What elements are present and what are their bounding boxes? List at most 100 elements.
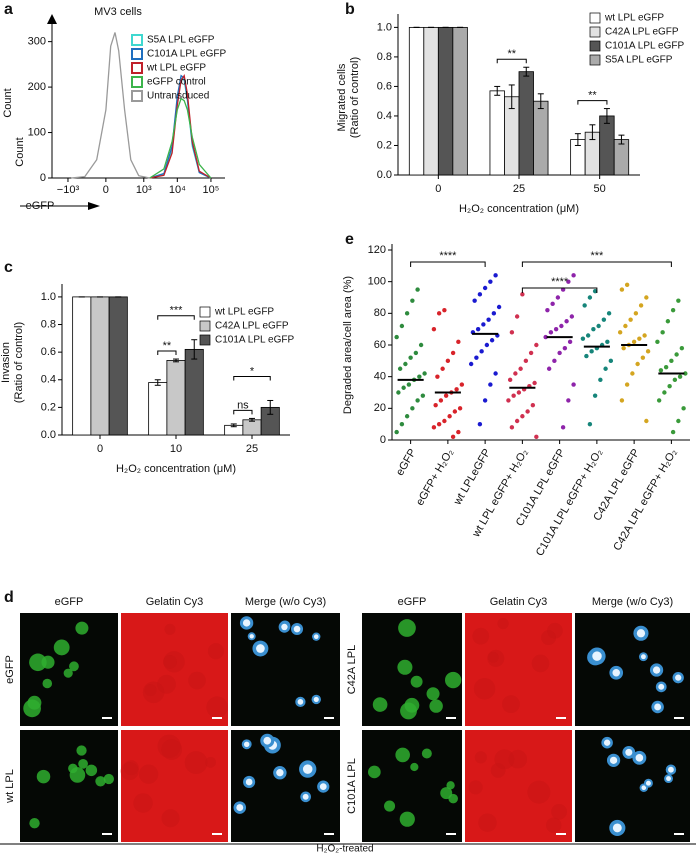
legend-swatch [131,62,143,74]
cell [410,762,419,772]
cell [429,699,443,713]
gelatin-spot [138,764,159,784]
histogram-line [149,97,212,179]
gelatin-spot [142,681,165,704]
cell [426,687,440,701]
legend-swatch [589,12,601,24]
y-tick-label: 0.4 [377,110,392,122]
gelatin-spot [547,622,563,639]
data-point [431,425,437,430]
data-point [552,358,557,364]
gelatin-spot [206,696,228,718]
x-tick-label: 10⁴ [169,184,186,196]
data-point [452,409,458,414]
data-point [619,398,625,403]
gelatin-spot [490,763,506,778]
data-point [630,371,635,376]
data-point [518,366,523,371]
data-point [394,334,399,340]
significance-bracket [233,375,271,381]
data-point [399,421,405,427]
data-point [640,355,646,360]
y-tick-label: 0.0 [41,429,56,441]
gelatin-spot [473,678,496,700]
error-bar [267,399,274,415]
y-tick-label: 1.0 [377,21,392,33]
significance-label: **** [551,276,569,288]
data-point [548,330,554,335]
data-point [534,434,539,440]
gelatin-spot [161,809,180,828]
significance-label: *** [170,305,184,317]
bar [613,139,630,176]
bar [423,26,439,176]
data-point [679,345,685,351]
cell-core [666,776,671,782]
gelatin-spot [133,793,153,813]
data-point [532,380,537,386]
gelatin-spot [474,751,487,764]
column-header: Merge (w/o Cy3) [245,596,326,608]
data-point [481,322,486,327]
cell-core [263,736,272,745]
data-point [420,393,426,398]
legend-swatch [589,54,601,66]
y-tick-label: 0 [380,434,386,446]
x-tick-label: 0 [97,443,103,455]
data-point [456,429,461,435]
data-point [644,418,649,424]
gelatin-spot [502,695,520,714]
data-point [598,377,603,383]
legend-swatch [199,334,211,346]
scale-bar [556,717,566,719]
data-point [617,330,623,335]
cell-core [612,823,622,833]
cell-core [658,683,665,690]
data-point [445,358,451,364]
column-header: Gelatin Cy3 [490,596,547,608]
error-bar [523,66,530,77]
y-axis-label: Count [2,88,14,117]
cell-core [245,778,253,786]
data-point [482,285,488,291]
data-point [592,288,598,294]
data-point [562,345,568,351]
data-point [410,298,415,303]
axis-arrow [47,14,57,24]
bar [90,296,110,436]
cell [36,769,51,784]
data-point [404,311,410,316]
legend-swatch [589,26,601,38]
cell [85,764,98,777]
x-tick-label: 0 [103,184,109,196]
data-point [670,429,676,435]
data-point [443,393,449,398]
legend-label: Untransduced [147,91,209,102]
significance-bracket [496,58,527,64]
data-point [628,317,633,322]
data-point [672,377,678,383]
y-tick-label: 0.0 [377,169,392,181]
panel-letter: a [4,1,13,18]
data-point [459,382,465,387]
data-point [587,295,593,300]
scale-bar [674,717,684,719]
data-point [546,366,552,371]
gelatin-spot [120,762,139,781]
data-point [513,371,518,376]
data-point [520,414,525,419]
data-point [488,279,493,284]
x-tick-label: 0 [435,183,441,195]
data-point [477,421,483,427]
chart-title: MV3 cells [94,6,142,18]
data-point [633,311,639,316]
legend-swatch [199,306,211,318]
data-point [667,383,672,389]
data-point [601,317,607,322]
cell-core [302,793,309,800]
cell [63,668,73,678]
error-bar [230,423,237,428]
cell [29,818,40,829]
scale-bar [212,833,222,835]
bar [184,348,204,436]
